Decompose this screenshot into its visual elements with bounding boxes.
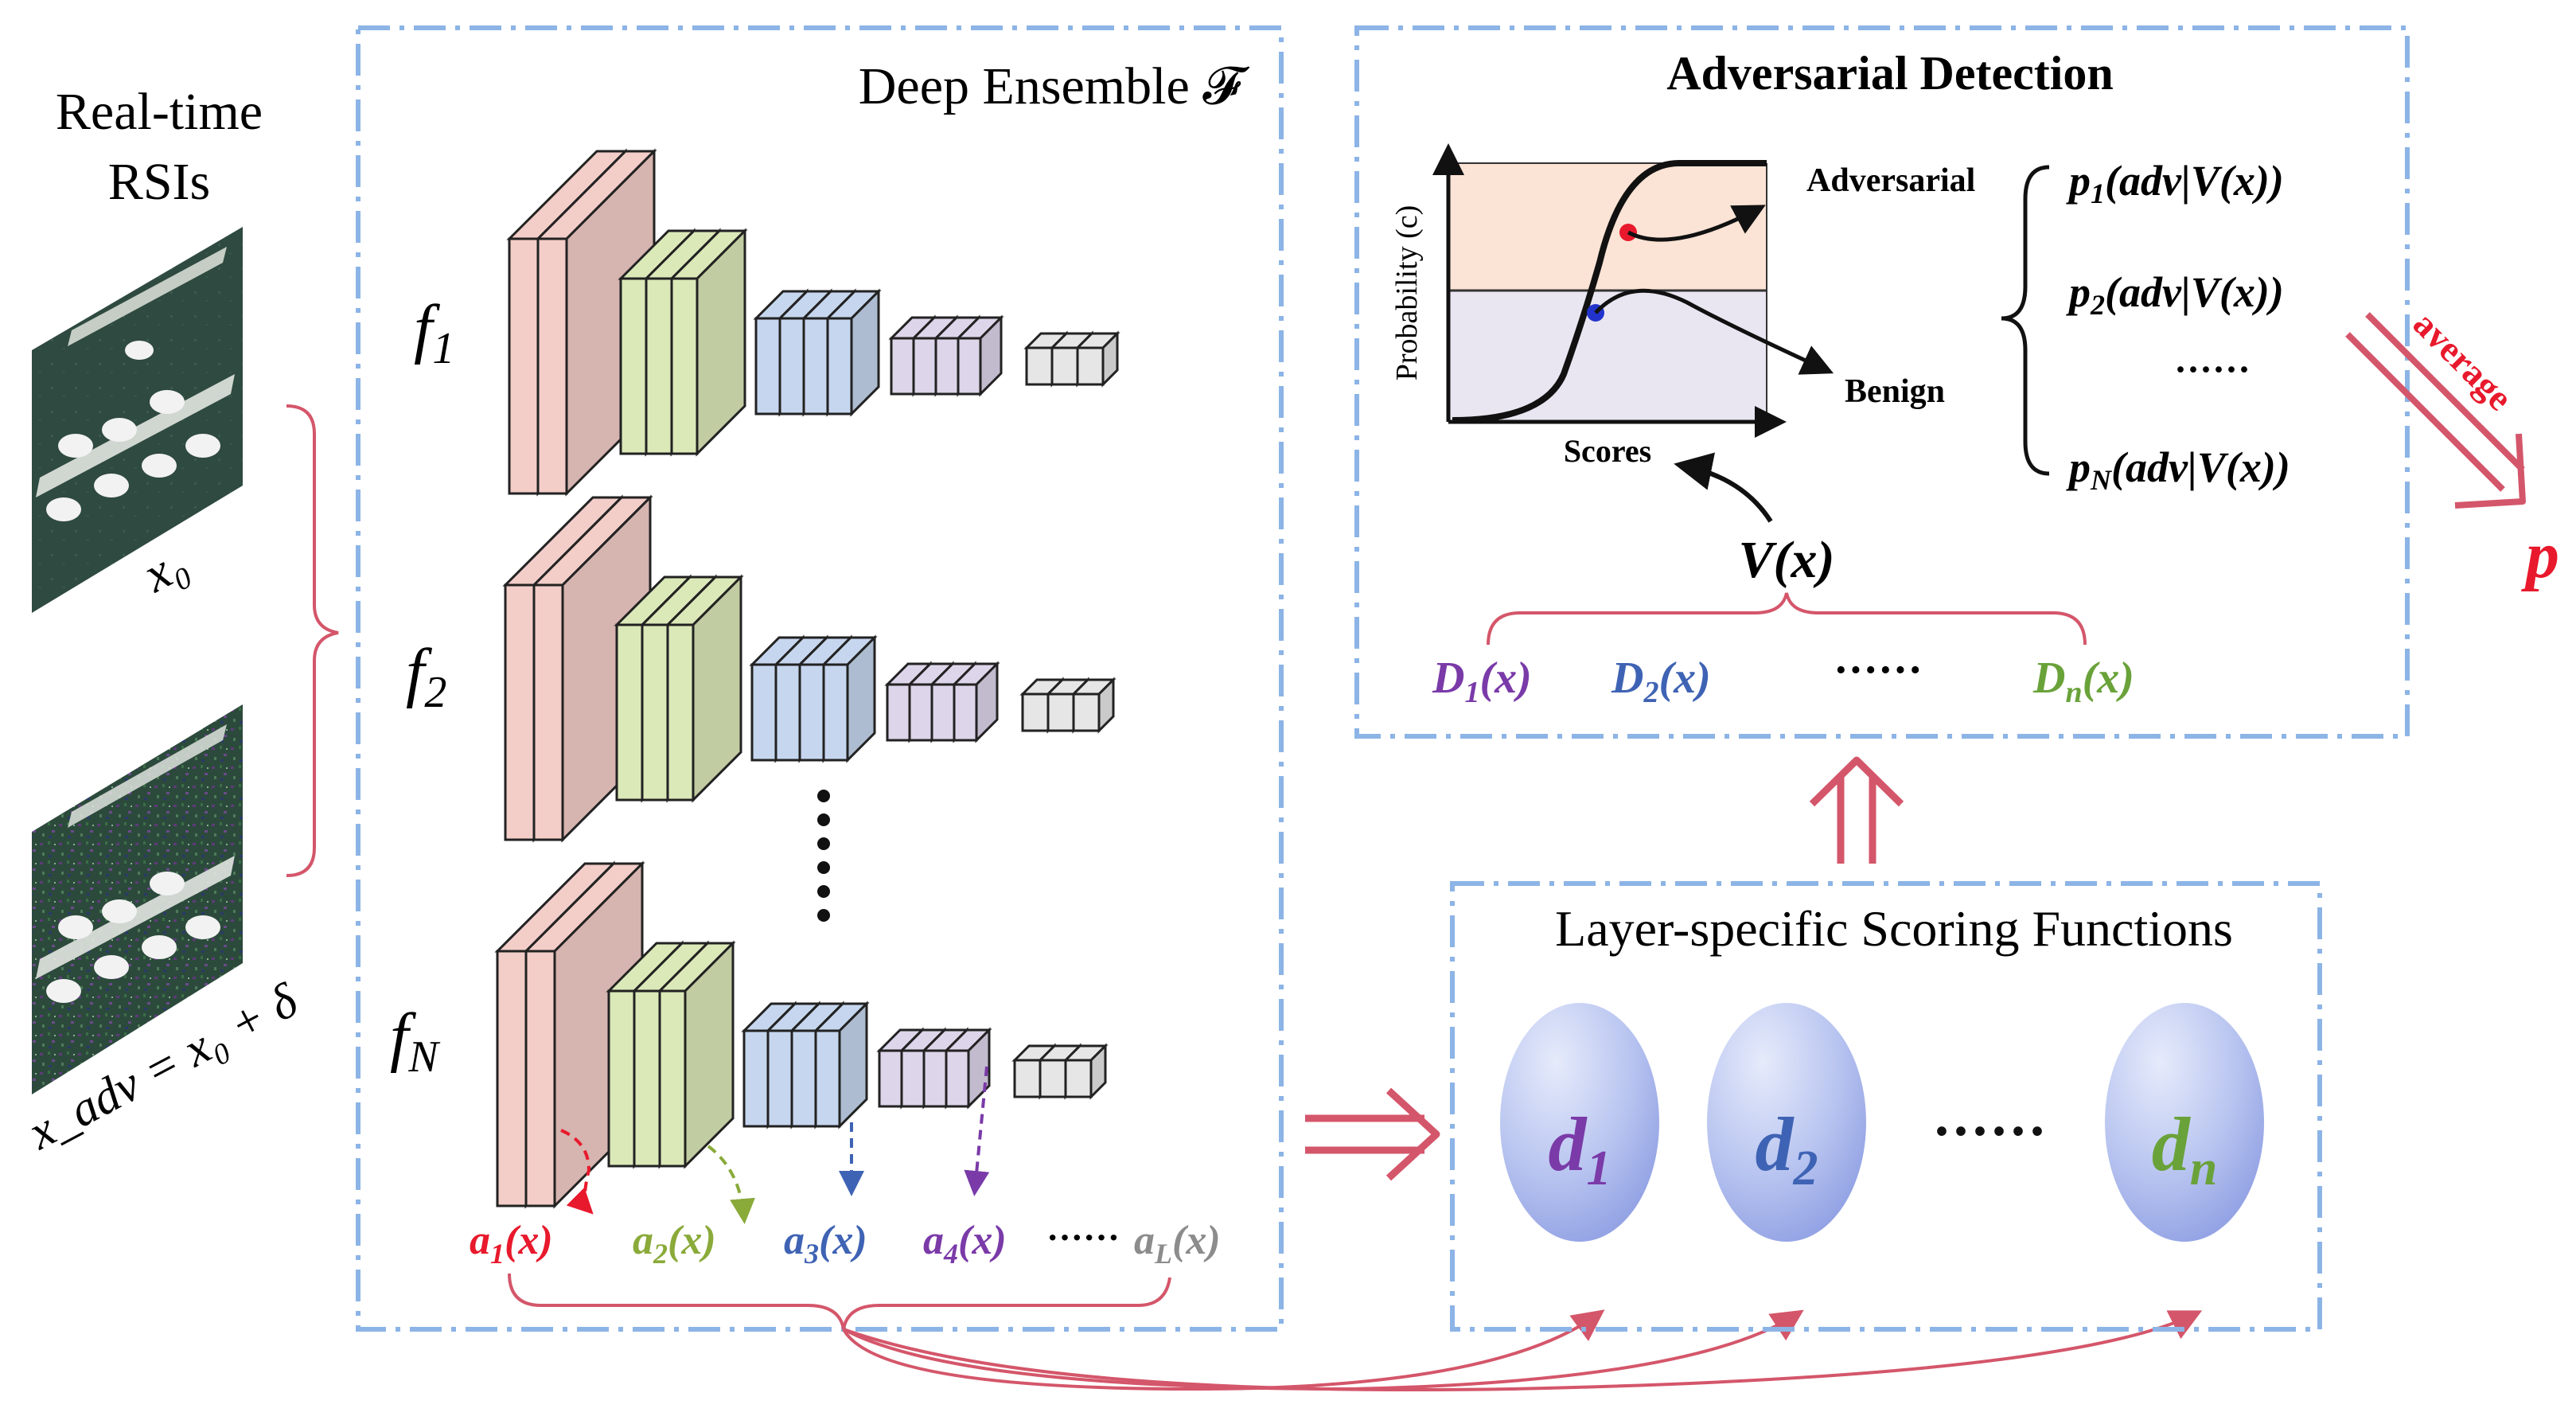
detection-frame bbox=[1354, 25, 2410, 739]
activation-arrow-4 bbox=[964, 1066, 990, 1196]
model-f2-layers bbox=[502, 494, 1117, 843]
scoring-function-dn bbox=[2105, 1003, 2264, 1242]
ensemble-ellipsis-dots bbox=[817, 790, 830, 922]
scoring-frame bbox=[1450, 881, 2322, 1332]
scoring-to-detection-arrow bbox=[1809, 756, 1904, 864]
model-label-f2: f2 bbox=[406, 635, 446, 717]
activation-label-3: a3(x) bbox=[784, 1218, 867, 1270]
average-arrow: average bbox=[2345, 303, 2526, 509]
final-output-p: p bbox=[2521, 518, 2559, 592]
activation-ellipsis: ······ bbox=[1046, 1217, 1120, 1258]
model-f2-stage4-layer4 bbox=[951, 661, 1000, 743]
ensemble-to-scoring-arrow bbox=[1305, 1087, 1440, 1181]
scoring-panel: Layer-specific Scoring Functions d1 d2 d… bbox=[1450, 881, 2322, 1332]
scoring-function-d1 bbox=[1500, 1003, 1659, 1242]
activation-label-2: a2(x) bbox=[633, 1218, 716, 1270]
model-f1-layers bbox=[506, 148, 1120, 497]
rsi-title-line1: Real-time bbox=[56, 83, 263, 141]
benign-label: Benign bbox=[1845, 373, 1945, 410]
average-label: average bbox=[2406, 303, 2520, 418]
detection-panel: Adversarial Detection Probability (c) Sc… bbox=[1354, 25, 2410, 739]
detector-D1: D1(x) bbox=[1432, 653, 1532, 709]
y-axis-label: Probability (c) bbox=[1390, 205, 1424, 381]
model-f2-stage2-layer3 bbox=[664, 574, 744, 803]
model-fN-stage2-layer3 bbox=[657, 940, 736, 1169]
scoring-ellipsis: ······ bbox=[1932, 1099, 2047, 1163]
activation-to-scoring-arrows bbox=[842, 1309, 2203, 1392]
model-f2-stage1-layer2 bbox=[531, 494, 653, 843]
model-f1-stage4-layer4 bbox=[955, 314, 1004, 397]
activation-label-4: a4(x) bbox=[923, 1218, 1007, 1270]
scoring-label-dn: dn bbox=[2152, 1102, 2217, 1196]
activation-arrow-1 bbox=[560, 1129, 594, 1215]
model-f1-stage3-layer4 bbox=[824, 288, 882, 417]
probs-ellipsis: ······ bbox=[2174, 349, 2251, 391]
activation-arrow-2 bbox=[707, 1145, 755, 1224]
model-f2-stage5-layer3 bbox=[1070, 677, 1117, 734]
rsi-title-line2: RSIs bbox=[108, 153, 210, 211]
aggregate-score-label: V(x) bbox=[1739, 531, 1835, 589]
adversarial-label: Adversarial bbox=[1806, 162, 1975, 199]
model-f1-stage2-layer3 bbox=[668, 228, 748, 457]
model-fN-stage3-layer4 bbox=[813, 1001, 870, 1129]
activation-labels: a1(x) a2(x) a3(x) a4(x) aL(x) ······ bbox=[470, 1217, 1221, 1270]
activation-label-5: aL(x) bbox=[1134, 1218, 1221, 1270]
model-fN-stage5-layer3 bbox=[1062, 1043, 1109, 1100]
aggregate-arrow bbox=[1674, 452, 1773, 523]
prob-pN: pN(adv|V(x)) bbox=[2066, 443, 2290, 496]
benign-arrow bbox=[1594, 288, 1834, 375]
benign-region bbox=[1448, 291, 1767, 422]
model-f1-stage5-layer3 bbox=[1074, 330, 1120, 388]
probs-brace bbox=[2001, 165, 2050, 476]
scoring-function-d2 bbox=[1707, 1003, 1866, 1242]
input-brace bbox=[286, 404, 339, 877]
ensemble-title: Deep Ensemble 𝓕 bbox=[859, 57, 1251, 115]
adversarial-arrow bbox=[1627, 205, 1766, 242]
sigmoid-curve bbox=[1452, 160, 1767, 423]
detection-title: Adversarial Detection bbox=[1666, 47, 2114, 99]
model-f2-stage3-layer4 bbox=[820, 634, 878, 763]
detector-Dn: Dn(x) bbox=[2032, 653, 2134, 709]
model-label-f1: f1 bbox=[414, 291, 454, 373]
prob-p2: p2(adv|V(x)) bbox=[2066, 268, 2284, 321]
detectors-ellipsis: ······ bbox=[1834, 646, 1923, 695]
ensemble-panel: Deep Ensemble 𝓕 f1 f2 fN a1(x) a2(x) a3(x)… bbox=[356, 25, 1284, 1332]
activation-label-1: a1(x) bbox=[470, 1218, 553, 1270]
cnn-networks bbox=[494, 148, 1120, 1209]
probability-plot: Probability (c) Scores Adversarial Benig… bbox=[1390, 143, 1975, 469]
detector-D2: D2(x) bbox=[1611, 653, 1711, 709]
model-fN-layers bbox=[494, 860, 1109, 1209]
ensemble-frame bbox=[356, 25, 1284, 1332]
model-label-fN: fN bbox=[390, 1000, 440, 1082]
scoring-title: Layer-specific Scoring Functions bbox=[1555, 900, 2233, 957]
scoring-label-d2: d2 bbox=[1756, 1102, 1818, 1196]
activation-brace bbox=[508, 1273, 1171, 1330]
x-axis-label: Scores bbox=[1564, 433, 1651, 469]
scoring-label-d1: d1 bbox=[1549, 1102, 1611, 1196]
prob-p1: p1(adv|V(x)) bbox=[2066, 157, 2284, 209]
adversarial-image bbox=[32, 704, 243, 1094]
left-panel: Real-time RSIs x₀ bbox=[19, 83, 339, 1161]
detector-brace bbox=[1487, 592, 2087, 646]
clean-image bbox=[32, 227, 243, 613]
